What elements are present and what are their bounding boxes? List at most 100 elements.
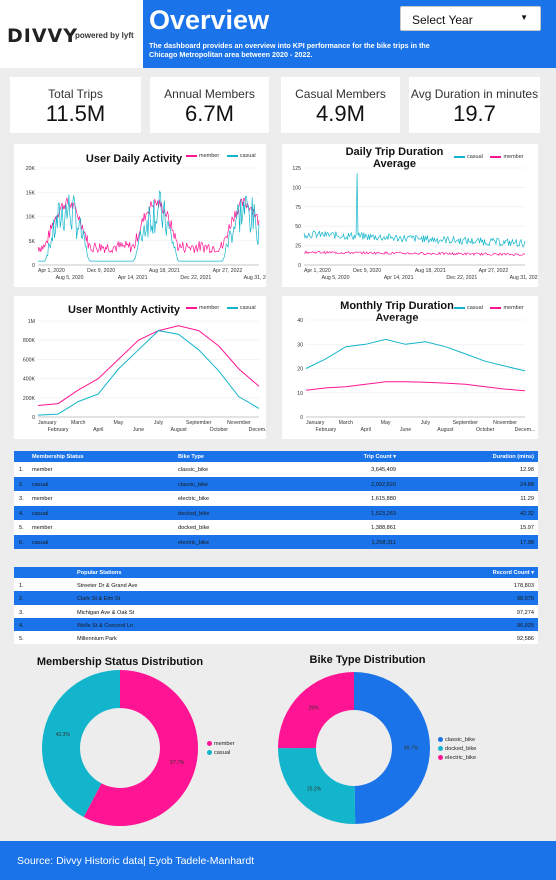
kpi-label: Avg Duration in minutes (409, 87, 540, 101)
x-tick-label: October (476, 427, 495, 433)
slice-classic_bike (354, 672, 430, 824)
table-cell: casual (32, 511, 48, 517)
column-header[interactable]: Duration (mins) (493, 454, 534, 460)
table-cell: 4. (19, 623, 24, 629)
series-casual-line (38, 191, 259, 261)
x-tick-label: February (48, 427, 69, 433)
table-cell: 3. (19, 610, 24, 616)
legend-classic-bike: classic_bike (445, 737, 475, 743)
legend-docked-bike: docked_bike (445, 746, 476, 752)
slice-value-label: 25% (309, 706, 320, 712)
table-cell: 2. (19, 482, 24, 488)
kpi-value: 19.7 (409, 101, 540, 127)
table-cell: 1,523,263 (371, 511, 396, 517)
table-cell: 17.98 (520, 540, 534, 546)
y-tick-label: 200K (23, 396, 36, 402)
table-cell: 15.97 (520, 525, 534, 531)
column-header[interactable]: Bike Type (178, 454, 204, 460)
kpi-total-trips: Total Trips 11.5M (10, 77, 141, 133)
y-tick-label: 125 (292, 166, 301, 172)
table-cell: electric_bike (178, 496, 209, 502)
x-tick-label: Apr 1, 2020 (38, 268, 65, 274)
logo-wordmark: DIVVY (7, 25, 78, 47)
x-tick-label: Decem... (515, 427, 536, 433)
x-tick-label: May (113, 420, 123, 426)
x-tick-label: November (227, 420, 251, 426)
x-tick-label: July (154, 420, 164, 426)
legend-electric-bike: electric_bike (445, 755, 476, 761)
table-cell: 3. (19, 496, 24, 502)
kpi-value: 6.7M (150, 101, 269, 127)
x-tick-label: Dec 22, 2021 (446, 275, 477, 281)
y-tick-label: 50 (295, 224, 301, 230)
table-row[interactable]: 1. member classic_bike 3,645,409 12.98 (14, 462, 538, 477)
table-row[interactable]: 5. member docked_bike 1,388,861 15.97 (14, 520, 538, 535)
column-header[interactable]: Popular Stations (77, 570, 121, 576)
y-tick-label: 600K (23, 357, 36, 363)
table-cell: 1. (19, 467, 24, 473)
x-tick-label: Dec 9, 2020 (87, 268, 115, 274)
table-cell: docked_bike (178, 511, 209, 517)
header-bar: DIVVY powered by lyft Overview The dashb… (0, 0, 556, 68)
chevron-down-icon: ▼ (520, 13, 528, 22)
series-casual-line (304, 173, 525, 247)
x-tick-label: Aug 31, 2022 (244, 275, 266, 281)
y-tick-label: 40 (297, 318, 303, 324)
table-cell: 24.88 (520, 482, 534, 488)
table-cell: member (32, 467, 53, 473)
table-row[interactable]: 4. Wells St & Concord Ln 96,925 (14, 618, 538, 631)
column-header[interactable]: Trip Count ▾ (364, 454, 396, 460)
monthly-duration-plot: 403020100January March May July September Nov… (282, 296, 538, 439)
slice-value-label: 42.3% (56, 732, 71, 738)
table-row[interactable]: 3. Michigan Ave & Oak St 97,274 (14, 605, 538, 618)
table-row[interactable]: 1. Streeter Dr & Grand Ave 178,803 (14, 578, 538, 591)
x-tick-label: September (186, 420, 212, 426)
x-tick-label: Apr 27, 2022 (213, 268, 243, 274)
y-tick-label: 5K (29, 239, 36, 245)
x-tick-label: September (453, 420, 479, 426)
table-cell: Clark St & Elm St (77, 596, 120, 602)
footer-bar: Source: Divvy Historic data| Eyob Tadele… (0, 841, 556, 880)
x-tick-label: May (381, 420, 391, 426)
x-tick-label: August (437, 427, 454, 433)
kpi-annual-members: Annual Members 6.7M (150, 77, 269, 133)
x-tick-label: August (171, 427, 188, 433)
table-row[interactable]: 4. casual docked_bike 1,523,263 42.32 (14, 506, 538, 521)
select-year-dropdown[interactable]: Select Year ▼ (400, 6, 541, 31)
y-tick-label: 10K (26, 215, 36, 221)
x-tick-label: Apr 27, 2022 (479, 268, 509, 274)
y-tick-label: 400K (23, 377, 36, 383)
x-tick-label: April (361, 427, 371, 433)
biketype-donut-chart: 49.7%25.2%25% (270, 668, 440, 830)
biketype-donut-legend: classic_bike docked_bike electric_bike (438, 736, 476, 763)
table-row[interactable]: 2. Clark St & Elm St 98,975 (14, 591, 538, 604)
series-member-line (38, 326, 259, 406)
y-tick-label: 75 (295, 205, 301, 211)
x-tick-label: October (210, 427, 229, 433)
table-cell: 6. (19, 540, 24, 546)
daily-activity-chart: User Daily Activity member casual 20K 15K… (14, 144, 266, 287)
biketype-donut-title: Bike Type Distribution (295, 654, 440, 666)
table-cell: casual (32, 540, 48, 546)
table-row[interactable]: 6. casual electric_bike 1,268,311 17.98 (14, 535, 538, 550)
table-row[interactable]: 3. member electric_bike 1,615,880 11.29 (14, 491, 538, 506)
x-tick-label: Dec 9, 2020 (353, 268, 381, 274)
table-row[interactable]: 5. Millennium Park 92,586 (14, 631, 538, 644)
table-row[interactable]: 2. casual classic_bike 2,092,820 24.88 (14, 477, 538, 492)
series-member-line (304, 251, 525, 255)
daily-duration-chart: Daily Trip Duration Average casual membe… (282, 144, 538, 287)
x-tick-label: Aug 5, 2020 (56, 275, 84, 281)
table-cell: Wells St & Concord Ln (77, 623, 133, 629)
slice-value-label: 57.7% (170, 760, 185, 766)
table-cell: 1,615,880 (371, 496, 396, 502)
series-casual-line (38, 331, 259, 416)
x-tick-label: July (421, 420, 431, 426)
stations-table: Popular Stations Record Count ▾ 1. Street… (14, 567, 538, 644)
table-cell: Streeter Dr & Grand Ave (77, 583, 138, 589)
column-header[interactable]: Record Count ▾ (493, 570, 534, 576)
kpi-value: 4.9M (281, 101, 400, 127)
table-cell: 1,268,311 (372, 540, 396, 546)
y-tick-label: 10 (297, 391, 303, 397)
column-header[interactable]: Membership Status (32, 454, 84, 460)
